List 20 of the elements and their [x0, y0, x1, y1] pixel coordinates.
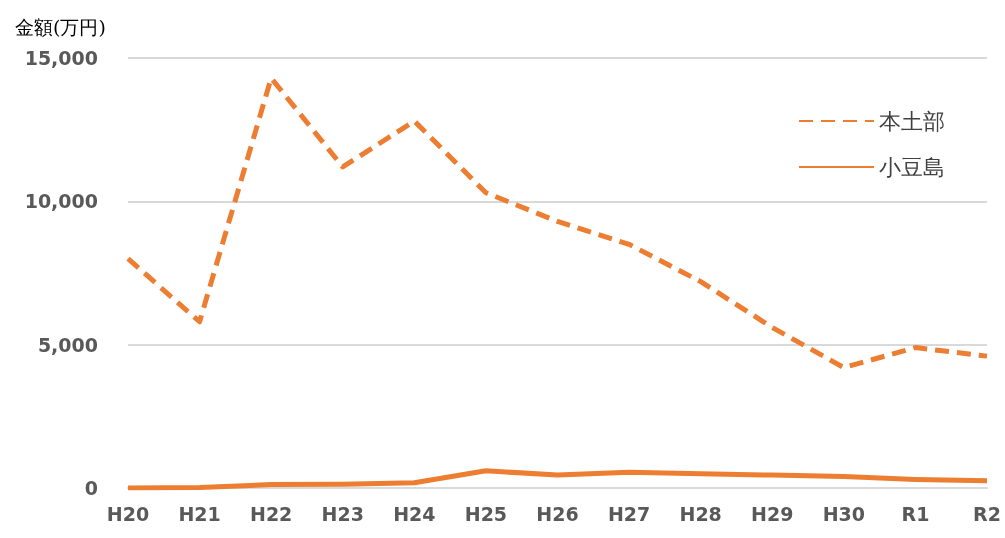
- y-tick-label: 10,000: [24, 190, 98, 213]
- x-tick-label: H20: [106, 502, 150, 525]
- y-axis-title: 金額(万円): [15, 15, 106, 38]
- x-tick-label: H23: [321, 502, 364, 525]
- x-tick-label: H30: [822, 502, 866, 525]
- x-tick-label: H27: [607, 502, 651, 525]
- y-tick-label: 5,000: [37, 333, 98, 356]
- x-tick-label: H29: [751, 502, 794, 525]
- x-tick-label: H21: [178, 502, 221, 525]
- x-tick-label: H28: [679, 502, 722, 525]
- x-tick-label: R1: [901, 502, 930, 525]
- legend-label: 本土部: [879, 108, 945, 134]
- x-tick-label: H24: [393, 502, 436, 525]
- x-tick-label: H25: [464, 502, 508, 525]
- y-tick-label: 15,000: [24, 47, 98, 69]
- x-tick-label: R2: [973, 502, 1001, 525]
- x-tick-label: H26: [536, 502, 579, 525]
- x-tick-label: H22: [249, 502, 293, 525]
- legend-label: 小豆島: [879, 154, 945, 180]
- y-tick-label: 0: [84, 477, 98, 499]
